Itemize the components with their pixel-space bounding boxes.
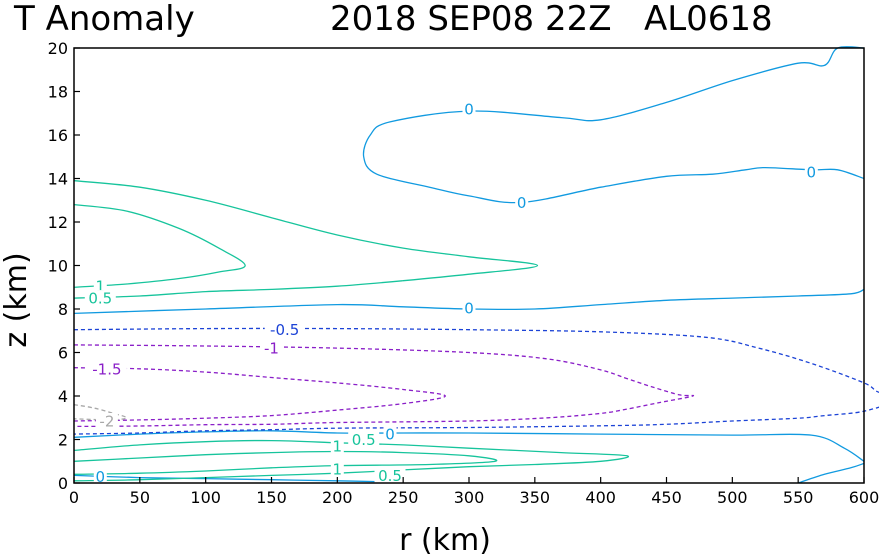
contour-zero-low <box>73 430 865 462</box>
contour-label: 0 <box>96 468 106 486</box>
contour-label-bg <box>86 360 127 377</box>
contour-label: 1 <box>333 460 343 478</box>
contour-label-bg <box>95 413 118 429</box>
x-tick-label: 550 <box>783 488 814 507</box>
contour-label: 0 <box>807 164 817 182</box>
contour-label: 0.5 <box>378 467 402 485</box>
contour-zero-bottom <box>798 462 865 484</box>
contour-label-bg <box>264 321 305 338</box>
y-tick-label: 16 <box>48 126 68 145</box>
x-tick-label: 500 <box>717 488 748 507</box>
y-tick-label: 10 <box>48 257 68 276</box>
contour-label: 0.5 <box>88 290 112 308</box>
contour-zero-upper-lobe <box>362 46 865 204</box>
x-axis-label: r (km) <box>399 523 491 558</box>
chart-title-right: 2018 SEP08 22Z AL0618 <box>330 0 773 39</box>
contour-label-bg <box>348 431 380 448</box>
x-tick-label: 300 <box>454 488 485 507</box>
contour-neg-two <box>73 404 128 421</box>
contour-neg-half <box>73 327 879 435</box>
y-tick-label: 18 <box>48 83 68 102</box>
y-axis: 0 2 4 6 8 10 12 14 16 18 20 <box>48 39 80 493</box>
x-tick-label: 600 <box>849 488 879 507</box>
contour-label-bg <box>93 468 107 485</box>
contour-label-bg <box>374 467 406 484</box>
contour-label: 1 <box>333 438 343 456</box>
contour-label: 0.5 <box>352 431 376 449</box>
contour-zero-mid <box>73 288 865 315</box>
contour-label: 1 <box>96 278 106 296</box>
chart-title-left: T Anomaly <box>13 0 195 39</box>
contour-label-bg <box>462 299 476 316</box>
contour-label: -2 <box>99 413 114 431</box>
contour-label-bg <box>330 460 344 477</box>
contour-label: -1.5 <box>92 360 121 378</box>
contour-label: 0 <box>464 299 474 317</box>
contour-half-lower <box>73 439 630 482</box>
y-tick-label: 6 <box>58 344 68 363</box>
x-tick-label: 150 <box>256 488 287 507</box>
contour-neg-onehalf <box>73 367 446 422</box>
y-tick-label: 14 <box>48 170 68 189</box>
x-tick-label: 100 <box>190 488 221 507</box>
contour-label: -0.5 <box>270 321 299 339</box>
contour-label: -1 <box>264 340 279 358</box>
contour-label-bg <box>383 426 397 443</box>
contour-label-bg <box>84 290 116 307</box>
y-tick-label: 2 <box>58 431 68 450</box>
contour-label-bg <box>462 100 476 117</box>
y-tick-label: 12 <box>48 213 68 232</box>
contour-label: 0 <box>385 426 395 444</box>
x-tick-label: 400 <box>585 488 616 507</box>
y-tick-label: 8 <box>58 300 68 319</box>
contour-label-bg <box>804 164 818 180</box>
contour-neg-one <box>73 344 695 428</box>
x-tick-label: 200 <box>322 488 353 507</box>
contour-label-bg <box>330 438 344 454</box>
contour-one-upper <box>73 203 246 288</box>
x-axis: 0 50 100 150 200 250 300 350 400 450 500 550 600 <box>69 477 879 507</box>
contour-one-lower <box>73 450 498 475</box>
y-tick-label: 20 <box>48 39 68 58</box>
x-tick-label: 0 <box>69 488 79 507</box>
contour-half-upper <box>73 180 539 299</box>
x-tick-label: 250 <box>388 488 419 507</box>
contour-label-bg <box>260 340 283 357</box>
y-tick-label: 0 <box>58 474 68 493</box>
y-tick-label: 4 <box>58 387 68 406</box>
y-axis-label: z (km) <box>0 252 34 347</box>
x-tick-label: 450 <box>651 488 682 507</box>
contour-label: 0 <box>517 194 527 212</box>
x-tick-label: 350 <box>520 488 551 507</box>
contour-label-bg <box>515 194 529 211</box>
contour-layer <box>73 46 879 484</box>
x-tick-label: 50 <box>130 488 150 507</box>
contour-label: 0 <box>464 100 474 118</box>
